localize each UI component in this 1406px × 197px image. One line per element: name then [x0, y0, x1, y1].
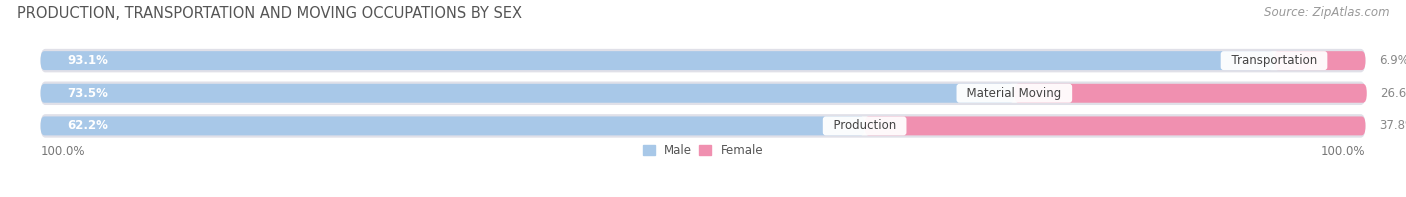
Text: 73.5%: 73.5%	[67, 87, 108, 100]
FancyBboxPatch shape	[1014, 84, 1367, 103]
Text: 6.9%: 6.9%	[1379, 54, 1406, 67]
FancyBboxPatch shape	[41, 116, 865, 135]
Text: 100.0%: 100.0%	[1322, 145, 1365, 158]
FancyBboxPatch shape	[41, 114, 1365, 138]
FancyBboxPatch shape	[1274, 51, 1365, 70]
FancyBboxPatch shape	[865, 116, 1365, 135]
Legend: Male, Female: Male, Female	[643, 144, 763, 157]
Text: PRODUCTION, TRANSPORTATION AND MOVING OCCUPATIONS BY SEX: PRODUCTION, TRANSPORTATION AND MOVING OC…	[17, 6, 522, 21]
FancyBboxPatch shape	[41, 49, 1365, 72]
FancyBboxPatch shape	[41, 82, 1365, 105]
Text: Transportation: Transportation	[1223, 54, 1324, 67]
Text: 62.2%: 62.2%	[67, 119, 108, 132]
Text: 26.6%: 26.6%	[1381, 87, 1406, 100]
Text: 37.8%: 37.8%	[1379, 119, 1406, 132]
Text: Production: Production	[825, 119, 904, 132]
Text: Material Moving: Material Moving	[959, 87, 1069, 100]
FancyBboxPatch shape	[41, 84, 1014, 103]
Text: 93.1%: 93.1%	[67, 54, 108, 67]
Text: 100.0%: 100.0%	[41, 145, 84, 158]
Text: Source: ZipAtlas.com: Source: ZipAtlas.com	[1264, 6, 1389, 19]
FancyBboxPatch shape	[41, 51, 1274, 70]
